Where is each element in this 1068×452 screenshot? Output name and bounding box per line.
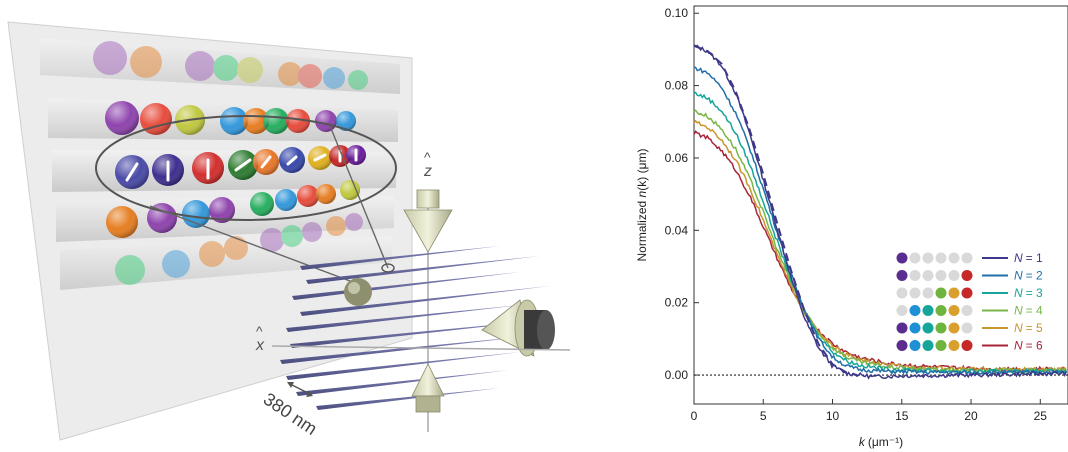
series-line-n1 bbox=[693, 44, 1068, 380]
legend-atom-icon bbox=[909, 270, 921, 281]
atoms-row-1 bbox=[93, 41, 368, 90]
legend-atom-icon bbox=[896, 270, 908, 281]
legend-atom-icon bbox=[909, 340, 921, 351]
legend-atom-icon bbox=[922, 252, 934, 264]
legend-atom-icon bbox=[909, 287, 921, 299]
legend-atom-icon bbox=[896, 287, 908, 299]
legend-atom-icon bbox=[948, 340, 960, 351]
plot-frame bbox=[693, 5, 1068, 405]
y-tick-label: 0.06 bbox=[665, 151, 689, 165]
svg-text:x: x bbox=[255, 337, 265, 354]
legend-atom-icon bbox=[922, 322, 934, 334]
legend-atom-icon bbox=[961, 305, 973, 316]
legend-atom-icon bbox=[935, 305, 947, 316]
y-tick-label: 0.10 bbox=[665, 6, 689, 20]
x-tick-label: 10 bbox=[826, 409, 840, 423]
legend-atom-icon bbox=[961, 322, 973, 334]
legend-atom-icon bbox=[909, 252, 921, 264]
x-tick-label: 0 bbox=[691, 409, 698, 423]
legend-item: N = 6 bbox=[896, 339, 1043, 353]
x-axis-label: x ^ bbox=[255, 323, 265, 354]
atoms-row-2 bbox=[105, 101, 356, 135]
legend-atom-icon bbox=[896, 252, 908, 264]
atoms-row-3-spins bbox=[115, 145, 366, 189]
x-tick-label: 20 bbox=[964, 409, 978, 423]
x-ticks: 0 5 10 15 20 25 bbox=[691, 399, 1048, 423]
legend-atom-icon bbox=[935, 252, 947, 264]
bottom-laser-cone bbox=[411, 363, 445, 413]
legend-label: N = 4 bbox=[1014, 304, 1043, 318]
legend-item: N = 1 bbox=[896, 251, 1043, 265]
legend-atom-icon bbox=[948, 270, 960, 281]
legend-atom-icon bbox=[935, 340, 947, 351]
legend-atom-icon bbox=[948, 252, 960, 264]
legend-atom-icon bbox=[896, 322, 908, 334]
legend-label: N = 3 bbox=[1014, 286, 1043, 300]
series-line-n5 bbox=[693, 119, 1067, 373]
momentum-distribution-chart: 0 5 10 15 20 25 0.00 0.02 0.04 0.06 0.08 0.10 k (μm… bbox=[635, 5, 1068, 449]
legend-label: N = 1 bbox=[1014, 251, 1043, 265]
y-axis-title: Normalized n(k) (μm) bbox=[635, 149, 649, 262]
legend-atom-icon bbox=[948, 287, 960, 299]
legend-atom-icon bbox=[909, 305, 921, 316]
atom-array-illustration: z ^ x ^ bbox=[7, 21, 571, 441]
legend-atom-icon bbox=[922, 340, 934, 351]
legend-atom-icon bbox=[909, 322, 921, 334]
legend-item: N = 5 bbox=[896, 321, 1043, 335]
legend-atom-icon bbox=[961, 340, 973, 351]
legend-label: N = 5 bbox=[1014, 321, 1043, 335]
legend-label: N = 2 bbox=[1014, 269, 1043, 283]
legend-atom-icon bbox=[961, 270, 973, 281]
legend-atom-icon bbox=[935, 287, 947, 299]
legend-atom-icon bbox=[896, 305, 908, 316]
side-laser-cone bbox=[481, 299, 555, 357]
y-tick-label: 0.00 bbox=[665, 368, 689, 382]
legend-atom-icon bbox=[922, 270, 934, 281]
legend-atom-icon bbox=[922, 287, 934, 299]
legend-atom-icon bbox=[935, 270, 947, 281]
legend-atom-icon bbox=[948, 322, 960, 334]
series-layer bbox=[693, 44, 1068, 380]
legend-atom-icon bbox=[935, 322, 947, 334]
top-laser-cone bbox=[403, 189, 453, 253]
legend-item: N = 2 bbox=[896, 269, 1043, 283]
legend-atom-icon bbox=[961, 287, 973, 299]
lattice-needles bbox=[280, 246, 550, 410]
x-tick-label: 15 bbox=[895, 409, 909, 423]
spacing-label: 380 nm bbox=[260, 389, 321, 439]
legend: N = 1 N = 2 N = 3 N = 4 N = 5 N = 6 bbox=[896, 251, 1043, 353]
x-axis-title: k (μm⁻¹) bbox=[859, 435, 903, 449]
legend-label: N = 6 bbox=[1014, 339, 1043, 353]
y-tick-label: 0.04 bbox=[665, 223, 689, 237]
dashed-fit-curve bbox=[693, 44, 858, 377]
series-line-n2 bbox=[693, 66, 1067, 376]
legend-atom-icon bbox=[948, 305, 960, 316]
z-axis-label: z ^ bbox=[423, 149, 432, 180]
y-tick-label: 0.08 bbox=[665, 79, 689, 93]
legend-item: N = 4 bbox=[896, 304, 1043, 318]
legend-atom-icon bbox=[922, 305, 934, 316]
legend-atom-icon bbox=[961, 252, 973, 264]
legend-atom-icon bbox=[896, 340, 908, 351]
svg-text:^: ^ bbox=[256, 323, 263, 339]
spacing-arrow bbox=[287, 382, 313, 397]
y-tick-label: 0.02 bbox=[665, 296, 689, 310]
svg-text:z: z bbox=[423, 163, 432, 180]
x-tick-label: 5 bbox=[760, 409, 767, 423]
svg-text:^: ^ bbox=[424, 149, 431, 165]
y-ticks: 0.00 0.02 0.04 0.06 0.08 0.10 bbox=[665, 6, 699, 382]
x-tick-label: 25 bbox=[1034, 409, 1048, 423]
series-line-n6 bbox=[693, 130, 1067, 373]
atoms-row-5 bbox=[115, 213, 363, 285]
highlight-ellipse bbox=[95, 115, 397, 221]
legend-item: N = 3 bbox=[896, 286, 1043, 300]
